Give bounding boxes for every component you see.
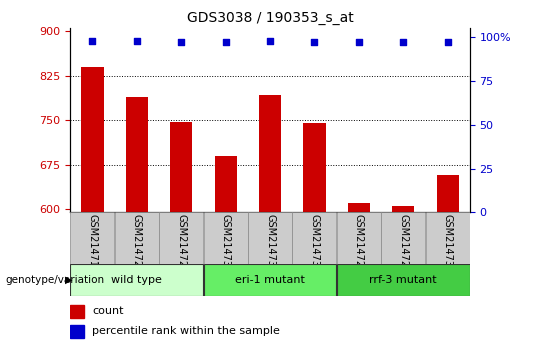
Bar bbox=[248, 212, 292, 264]
Bar bbox=[259, 95, 281, 212]
Text: GSM214728: GSM214728 bbox=[354, 214, 364, 273]
Text: GSM214733: GSM214733 bbox=[309, 214, 319, 273]
Bar bbox=[170, 121, 192, 212]
Text: GSM214727: GSM214727 bbox=[176, 214, 186, 273]
Bar bbox=[381, 212, 425, 264]
Point bbox=[177, 40, 186, 45]
Bar bbox=[82, 67, 104, 212]
Text: GSM214730: GSM214730 bbox=[443, 214, 453, 273]
Point bbox=[399, 40, 408, 45]
Bar bbox=[436, 175, 458, 212]
Point bbox=[310, 40, 319, 45]
Bar bbox=[293, 212, 336, 264]
Text: percentile rank within the sample: percentile rank within the sample bbox=[92, 326, 280, 336]
Title: GDS3038 / 190353_s_at: GDS3038 / 190353_s_at bbox=[187, 11, 353, 24]
Point bbox=[88, 38, 97, 44]
Bar bbox=[159, 212, 203, 264]
Bar bbox=[214, 156, 237, 212]
Point bbox=[266, 38, 274, 44]
Bar bbox=[204, 264, 336, 296]
Text: GSM214731: GSM214731 bbox=[221, 214, 231, 273]
Text: ▶: ▶ bbox=[65, 275, 72, 285]
Bar bbox=[70, 305, 84, 318]
Bar bbox=[348, 204, 370, 212]
Text: rrf-3 mutant: rrf-3 mutant bbox=[369, 275, 437, 285]
Text: genotype/variation: genotype/variation bbox=[5, 275, 105, 285]
Bar bbox=[70, 325, 84, 338]
Bar bbox=[337, 212, 381, 264]
Point bbox=[221, 40, 230, 45]
Text: eri-1 mutant: eri-1 mutant bbox=[235, 275, 305, 285]
Text: GSM214725: GSM214725 bbox=[132, 214, 142, 273]
Point bbox=[443, 40, 452, 45]
Bar bbox=[115, 212, 159, 264]
Bar bbox=[126, 97, 148, 212]
Text: wild type: wild type bbox=[111, 275, 162, 285]
Bar bbox=[70, 264, 203, 296]
Point bbox=[132, 38, 141, 44]
Text: GSM214729: GSM214729 bbox=[398, 214, 408, 273]
Text: GSM214716: GSM214716 bbox=[87, 214, 97, 273]
Point bbox=[354, 40, 363, 45]
Bar bbox=[204, 212, 247, 264]
Bar bbox=[392, 206, 414, 212]
Bar bbox=[70, 212, 114, 264]
Bar bbox=[426, 212, 470, 264]
Text: count: count bbox=[92, 306, 124, 316]
Bar bbox=[303, 123, 326, 212]
Bar bbox=[337, 264, 470, 296]
Text: GSM214732: GSM214732 bbox=[265, 214, 275, 273]
